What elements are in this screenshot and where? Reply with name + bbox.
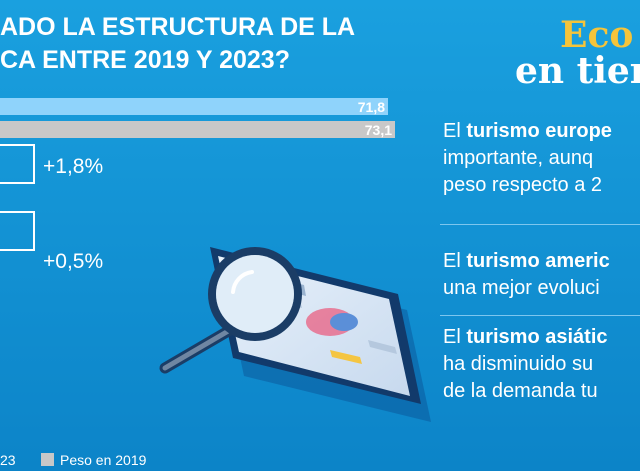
- change-box-2: [0, 211, 35, 251]
- point-1-line-1: El turismo europe: [443, 118, 612, 145]
- point-1-line-2: importante, aunq: [443, 147, 594, 169]
- title-line-2: CA ENTRE 2019 Y 2023?: [0, 46, 290, 74]
- divider-2: [440, 315, 640, 316]
- bar-peso-2019: [0, 121, 395, 138]
- point-3-prefix: El: [443, 326, 467, 348]
- legend-label-2019: Peso en 2019: [60, 452, 147, 468]
- change-label-1: +1,8%: [43, 155, 103, 178]
- bar-value-label-current: 71,8: [358, 99, 385, 115]
- point-european-tourism: El turismo europe importante, aunq peso …: [443, 118, 612, 199]
- divider-1: [440, 224, 640, 225]
- point-3-line-1: El turismo asiátic: [443, 324, 608, 351]
- point-american-tourism: El turismo americ una mejor evoluci: [443, 248, 610, 302]
- brand-logo-line-1: Eco: [560, 14, 634, 56]
- brand-logo-line-2: en tier: [515, 50, 640, 92]
- point-2-bold: turismo americ: [466, 250, 610, 272]
- point-3-line-3: de la demanda tu: [443, 380, 598, 402]
- point-1-line-3: peso respecto a 2: [443, 174, 602, 196]
- bar-value-label-2019: 73,1: [365, 122, 392, 138]
- change-label-2: +0,5%: [43, 250, 103, 273]
- point-3-bold: turismo asiátic: [466, 326, 608, 348]
- point-asian-tourism: El turismo asiátic ha disminuido su de l…: [443, 324, 608, 405]
- point-2-line-2: una mejor evoluci: [443, 277, 600, 299]
- tablet-with-magnifying-glass-icon: [159, 247, 431, 422]
- point-1-prefix: El: [443, 120, 467, 142]
- title-line-1: ADO LA ESTRUCTURA DE LA: [0, 13, 356, 41]
- point-3-line-2: ha disminuido su: [443, 353, 594, 375]
- legend-label-current: 23: [0, 452, 16, 468]
- point-1-bold: turismo europe: [466, 120, 612, 142]
- point-2-line-1: El turismo americ: [443, 248, 610, 275]
- bar-current: [0, 98, 388, 115]
- legend-swatch-2019: [41, 453, 54, 466]
- change-box-1: [0, 144, 35, 184]
- point-2-prefix: El: [443, 250, 467, 272]
